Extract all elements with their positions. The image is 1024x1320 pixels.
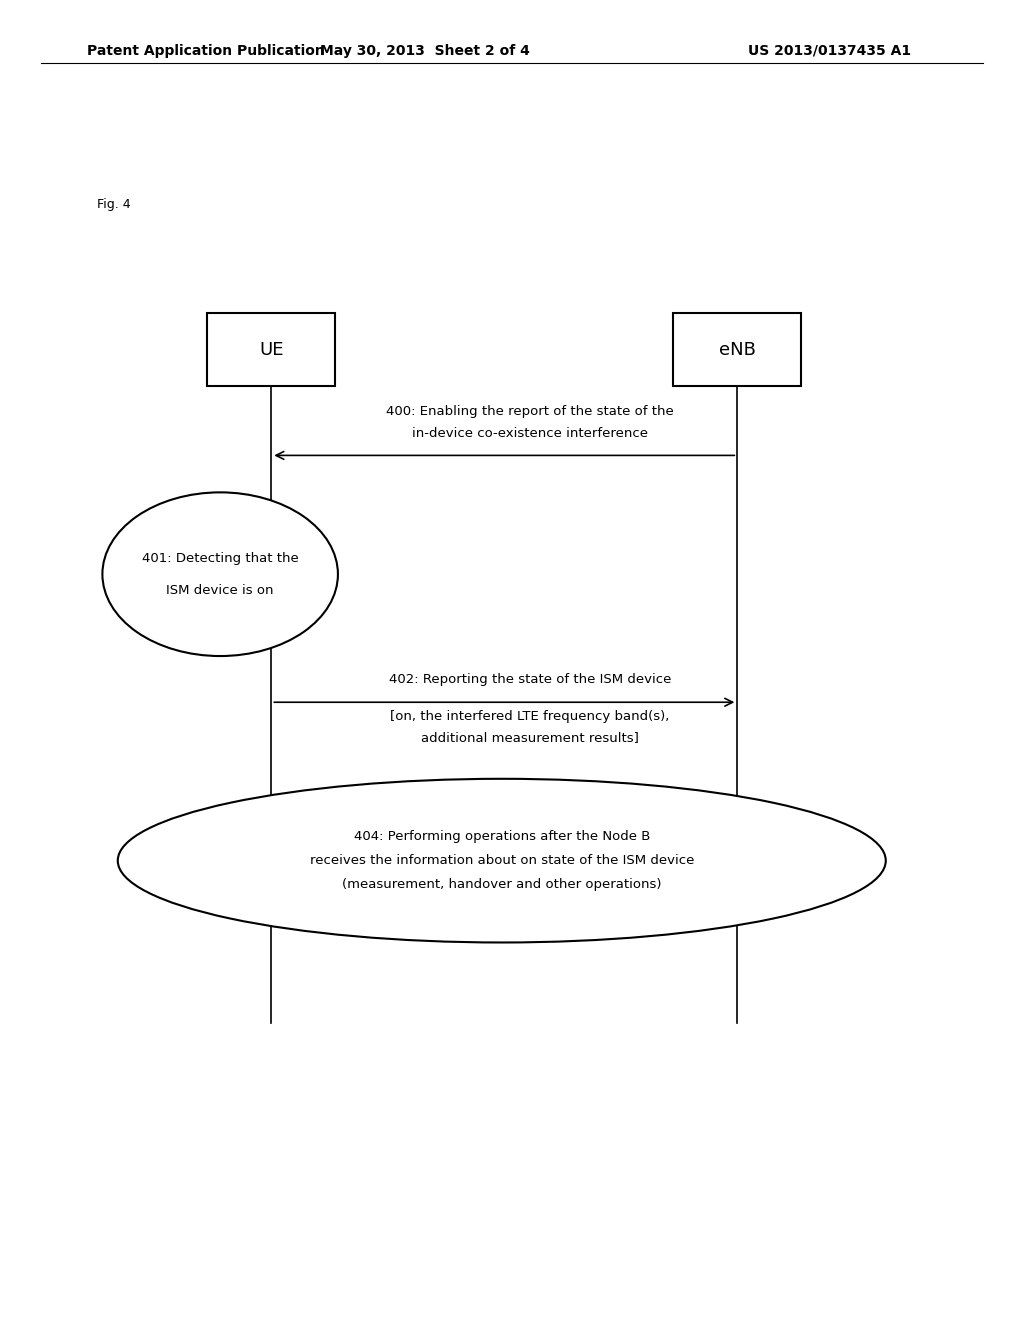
Text: ISM device is on: ISM device is on — [167, 583, 273, 597]
Text: 402: Reporting the state of the ISM device: 402: Reporting the state of the ISM devi… — [389, 673, 671, 686]
Text: Fig. 4: Fig. 4 — [97, 198, 131, 211]
Ellipse shape — [118, 779, 886, 942]
Text: eNB: eNB — [719, 341, 756, 359]
Text: in-device co-existence interference: in-device co-existence interference — [412, 426, 648, 440]
Text: (measurement, handover and other operations): (measurement, handover and other operati… — [342, 878, 662, 891]
Ellipse shape — [102, 492, 338, 656]
Text: 404: Performing operations after the Node B: 404: Performing operations after the Nod… — [353, 830, 650, 843]
Bar — [674, 314, 801, 385]
Text: 401: Detecting that the: 401: Detecting that the — [141, 552, 299, 565]
Text: UE: UE — [259, 341, 284, 359]
Text: US 2013/0137435 A1: US 2013/0137435 A1 — [748, 44, 911, 58]
Text: 400: Enabling the report of the state of the: 400: Enabling the report of the state of… — [386, 405, 674, 418]
Text: May 30, 2013  Sheet 2 of 4: May 30, 2013 Sheet 2 of 4 — [321, 44, 529, 58]
Text: receives the information about on state of the ISM device: receives the information about on state … — [309, 854, 694, 867]
Text: additional measurement results]: additional measurement results] — [421, 731, 639, 744]
Text: Patent Application Publication: Patent Application Publication — [87, 44, 325, 58]
Bar — [207, 314, 336, 385]
Text: [on, the interfered LTE frequency band(s),: [on, the interfered LTE frequency band(s… — [390, 710, 670, 723]
